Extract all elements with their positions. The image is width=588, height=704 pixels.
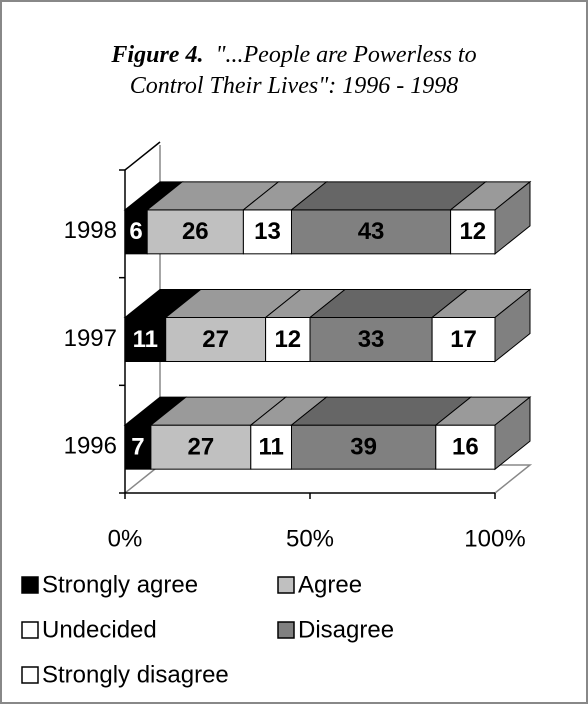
data-label: 11 <box>258 434 283 461</box>
data-label: 7 <box>131 434 144 461</box>
x-tick-label: 50% <box>286 525 334 552</box>
x-tick-label: 100% <box>464 525 525 552</box>
data-label: 17 <box>450 326 477 353</box>
legend-swatch <box>21 666 39 684</box>
title-text: "...People are Powerless to Control Thei… <box>129 42 477 99</box>
legend-swatch <box>21 621 39 639</box>
legend-label: Undecided <box>42 616 157 643</box>
legend-label: Strongly agree <box>42 571 198 598</box>
y-tick-label: 1997 <box>64 325 117 352</box>
data-label: 6 <box>129 218 142 245</box>
data-label: 43 <box>358 218 385 245</box>
left-axis-top <box>124 141 161 171</box>
data-label: 39 <box>350 434 377 461</box>
data-label: 11 <box>133 326 158 353</box>
bar-segment-side <box>494 288 531 363</box>
data-label: 13 <box>254 218 281 245</box>
x-tick-label: 0% <box>108 525 143 552</box>
bar-segment <box>309 317 433 362</box>
legend-label: Disagree <box>298 616 394 643</box>
y-tick-label: 1996 <box>64 433 117 460</box>
data-label: 26 <box>182 218 209 245</box>
data-label: 27 <box>187 434 214 461</box>
data-label: 12 <box>459 218 486 245</box>
bar-segment <box>124 424 152 470</box>
data-label: 33 <box>358 326 385 353</box>
data-label: 12 <box>274 326 301 353</box>
legend-swatch <box>277 621 295 639</box>
bar-segment <box>431 317 496 362</box>
bar-segment-side <box>494 396 531 471</box>
legend-swatch <box>277 576 295 594</box>
legend-label: Agree <box>298 571 362 598</box>
bar-segment <box>435 424 496 470</box>
bar-segment <box>450 209 496 255</box>
data-label: 27 <box>202 326 229 353</box>
bar-segment <box>265 317 311 362</box>
legend-label: Strongly disagree <box>42 661 229 688</box>
chart-title: Figure 4. "...People are Powerless to Co… <box>74 40 514 102</box>
legend-swatch <box>21 576 39 594</box>
title-label: Figure 4. <box>111 42 204 68</box>
y-tick-label: 1998 <box>64 217 117 244</box>
bar-segment <box>291 209 452 255</box>
data-label: 16 <box>452 434 479 461</box>
bar-segment <box>242 209 292 255</box>
bar-segment <box>165 317 267 362</box>
bar-segment-side <box>494 180 531 255</box>
